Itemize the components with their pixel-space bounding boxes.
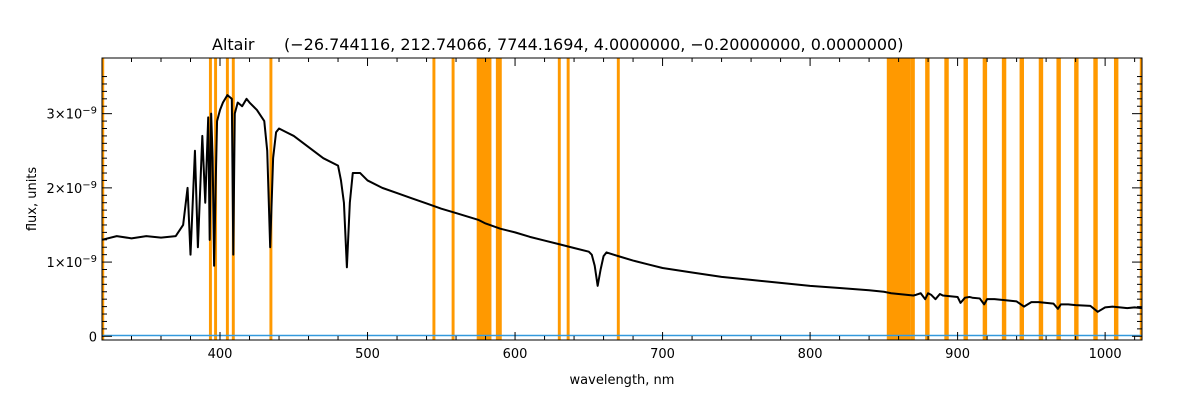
mask-band-20 (1019, 58, 1024, 340)
chart-title: Altair (212, 35, 255, 54)
plot-frame (101, 57, 1143, 341)
mask-band-9 (495, 58, 502, 340)
x-tick-label: 800 (798, 347, 823, 362)
mask-band-7 (451, 58, 455, 340)
mask-band-23 (1074, 58, 1079, 340)
mask-band-3 (225, 58, 229, 340)
y-tick-label: 3×10−9 (47, 106, 97, 123)
mask-band-12 (616, 58, 620, 340)
mask-regions (102, 58, 1142, 340)
mask-band-19 (1001, 58, 1007, 340)
x-axis-title: wavelength, nm (570, 373, 675, 388)
y-tick-label: 2×10−9 (47, 180, 97, 197)
x-tick-label: 700 (650, 347, 675, 362)
y-axis-title: flux, units (25, 167, 40, 232)
mask-band-25 (1113, 58, 1119, 340)
mask-band-17 (963, 58, 968, 340)
mask-band-24 (1093, 58, 1098, 340)
y-axis-ticks: 0 1×10−9 2×10−9 3×10−9 (47, 76, 1142, 345)
mask-band-26 (1139, 58, 1142, 340)
mask-band-21 (1038, 58, 1044, 340)
mask-band-0 (102, 58, 105, 340)
spectrum-series (101, 94, 1143, 313)
mask-band-15 (925, 58, 930, 340)
y-tick-label: 1×10−9 (47, 254, 97, 271)
mask-band-13 (886, 58, 911, 340)
y-tick-label: 0 (89, 330, 97, 345)
mask-band-10 (557, 58, 561, 340)
x-tick-label: 500 (355, 347, 380, 362)
mask-band-11 (566, 58, 570, 340)
x-tick-label: 900 (945, 347, 970, 362)
x-tick-label: 1000 (1089, 347, 1122, 362)
x-tick-label: 400 (208, 347, 233, 362)
x-tick-label: 600 (503, 347, 528, 362)
mask-band-18 (982, 58, 988, 340)
mask-band-22 (1056, 58, 1061, 340)
mask-band-6 (432, 58, 436, 340)
mask-band-14 (910, 58, 915, 340)
spectrum-line (101, 94, 1143, 313)
x-axis-ticks: 400 500 600 700 800 900 1000 (101, 58, 1136, 362)
mask-band-16 (944, 58, 949, 340)
mask-band-8 (476, 58, 492, 340)
chart-subtitle: (−26.744116, 212.74066, 7744.1694, 4.000… (284, 35, 903, 54)
